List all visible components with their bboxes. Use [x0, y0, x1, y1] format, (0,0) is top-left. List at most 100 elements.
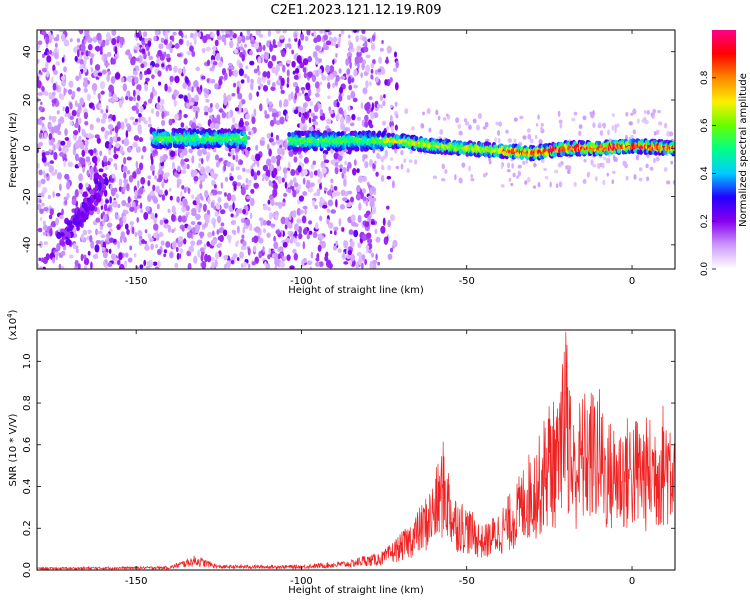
spectrogram-speckle [162, 154, 168, 161]
spectrogram-speckle [349, 241, 355, 248]
spectrogram-speckle [578, 124, 583, 129]
spectrogram-speckle [288, 43, 292, 50]
spectrogram-speckle [139, 202, 143, 209]
spectrogram-speckle [191, 122, 197, 131]
spectrogram-speckle [267, 199, 271, 205]
spectrogram-speckle [41, 257, 44, 263]
spectrogram-speckle [272, 167, 278, 177]
spectrogram-speckle [297, 165, 302, 173]
spectrogram-speckle [316, 34, 322, 42]
spectrogram-speckle [178, 38, 184, 45]
spectrogram-speckle [42, 231, 47, 236]
spectrogram-speckle [517, 170, 522, 177]
spectrogram-speckle [171, 205, 176, 214]
spectrogram-speckle [454, 174, 457, 181]
spectrogram-speckle [313, 192, 318, 197]
spectrogram-speckle [268, 101, 273, 107]
spectrogram-speckle [169, 40, 173, 48]
spectrogram-speckle [161, 194, 166, 201]
spectrogram-speckle [69, 120, 73, 126]
spectrogram-speckle [338, 68, 342, 74]
spectrogram-speckle [262, 44, 266, 51]
spectrogram-speckle [217, 196, 222, 203]
spectrogram-speckle [258, 237, 264, 244]
spectrogram-speckle [127, 196, 131, 204]
spectrogram-speckle [41, 155, 47, 163]
spectrogram-speckle [628, 121, 633, 126]
spectrogram-speckle [370, 62, 374, 69]
spectrogram-speckle [341, 92, 344, 97]
spectrogram-speckle [373, 112, 379, 119]
spectrogram-speckle [111, 202, 117, 208]
spectrogram-speckle [187, 262, 192, 269]
spectrogram-speckle [41, 53, 46, 58]
spectrogram-speckle [211, 33, 215, 38]
spectrogram-speckle [161, 63, 165, 68]
spectrogram-speckle [44, 91, 49, 96]
spectrogram-speckle [206, 154, 210, 162]
spectrogram-speckle [205, 165, 211, 174]
spectrogram-speckle [120, 121, 125, 130]
spectrogram-speckle [477, 112, 483, 120]
spectrogram-frame [36, 29, 676, 270]
spectrogram-speckle [66, 181, 71, 190]
spectrogram-speckle [108, 84, 114, 93]
spectrogram-speckle [263, 228, 266, 234]
spectrogram-speckle [391, 180, 395, 189]
spectrogram-speckle [608, 138, 612, 142]
spectrogram-speckle [343, 178, 347, 187]
spectrogram-speckle [632, 129, 637, 135]
spectrogram-speckle [326, 75, 331, 82]
spectrogram-speckle [201, 260, 207, 269]
spectrogram-speckle [237, 35, 243, 42]
spectrogram-speckle [266, 232, 271, 238]
spectrogram-speckle [294, 32, 298, 40]
spectrogram-ridge-cell [672, 150, 675, 156]
spectrogram-ridge-cell [371, 130, 376, 136]
spectrogram-speckle [171, 228, 175, 233]
spectrogram-speckle [78, 173, 84, 182]
spectrogram-speckle [125, 130, 129, 138]
spectrogram-speckle [164, 189, 168, 196]
spectrogram-speckle [293, 253, 299, 261]
spectrogram-speckle [500, 184, 505, 188]
spectrogram-speckle [207, 196, 211, 205]
spectrogram-speckle [380, 174, 385, 183]
spectrogram-speckle [318, 261, 324, 268]
spectrogram-speckle [357, 61, 360, 70]
spectrogram-speckle [168, 187, 172, 192]
spectrogram-speckle [274, 67, 279, 76]
spectrogram-speckle [131, 226, 135, 235]
spectrogram-speckle [105, 199, 110, 204]
spectrogram-speckle [230, 166, 235, 172]
spectrogram-speckle [350, 253, 356, 262]
spectrogram-speckle [332, 36, 338, 43]
spectrogram-speckle [342, 166, 347, 174]
spectrogram-speckle [309, 265, 312, 269]
spectrogram-speckle [374, 69, 378, 75]
spectrogram-speckle [114, 46, 118, 55]
spectrogram-speckle [361, 62, 365, 71]
spectrogram-speckle [86, 169, 90, 177]
spectrogram-speckle [233, 69, 238, 77]
snr-axes: -150 -100 -50 00.00.20.40.60.81.0 [22, 330, 675, 587]
spectrogram-speckle [167, 86, 172, 93]
spectrogram-speckle [592, 164, 597, 168]
spectrogram-speckle [92, 105, 95, 111]
spectrogram-speckle [143, 211, 149, 220]
spectrogram-speckle [313, 170, 319, 176]
spectrogram-streak [102, 173, 108, 178]
spectrogram-speckle [275, 134, 280, 141]
spectrogram-speckle [312, 231, 318, 239]
spectrogram-speckle [282, 167, 288, 175]
spectrogram-speckle [150, 108, 154, 115]
spectrogram-speckle [63, 160, 66, 168]
spectrogram-speckle [42, 186, 48, 194]
spectrogram-speckle [111, 30, 117, 36]
spectrogram-speckle [45, 253, 50, 261]
spectrogram-speckle [125, 202, 132, 208]
spectrogram-speckle [147, 194, 152, 203]
spectrogram-speckle [284, 43, 288, 50]
spectrogram-speckle [347, 249, 353, 256]
